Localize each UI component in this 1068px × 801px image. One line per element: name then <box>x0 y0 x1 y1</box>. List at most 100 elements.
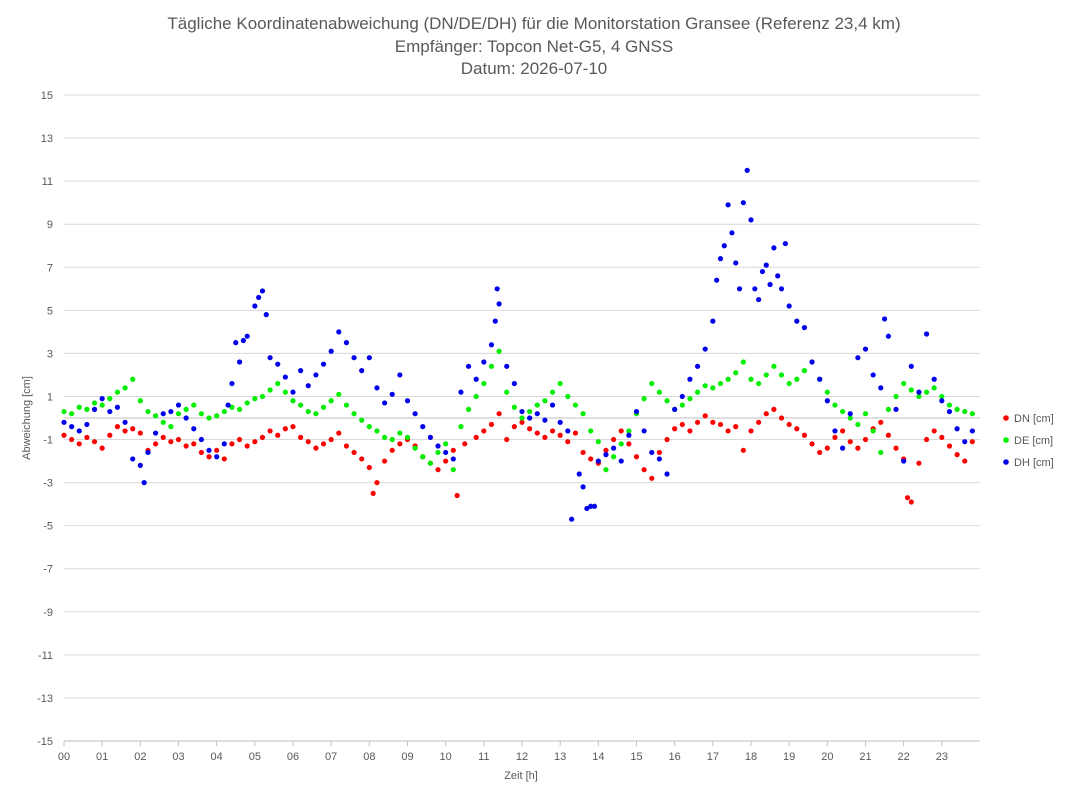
data-point <box>427 460 433 466</box>
data-point <box>801 368 808 374</box>
data-point <box>603 447 609 453</box>
data-point <box>359 456 365 462</box>
data-point <box>496 301 502 307</box>
data-point <box>603 467 609 473</box>
data-point <box>130 376 136 382</box>
y-tick-label: 3 <box>47 348 53 360</box>
data-point <box>786 380 792 387</box>
data-point <box>633 454 640 460</box>
data-point <box>557 419 563 425</box>
data-point <box>656 456 663 462</box>
data-point <box>488 421 495 428</box>
data-point <box>382 458 388 464</box>
data-point <box>580 411 586 417</box>
data-point <box>534 402 540 408</box>
data-point <box>206 415 212 421</box>
data-point <box>969 411 975 417</box>
data-point <box>572 402 579 408</box>
data-point <box>786 303 792 309</box>
data-point <box>168 439 174 445</box>
y-tick-label: 9 <box>47 219 53 231</box>
data-point <box>702 413 708 419</box>
x-tick-label: 00 <box>58 751 70 763</box>
data-point <box>908 363 914 369</box>
data-point <box>626 428 632 434</box>
data-point <box>462 441 468 447</box>
data-point <box>191 426 197 432</box>
data-point <box>672 426 678 432</box>
data-point <box>840 445 846 451</box>
data-point <box>145 449 151 456</box>
data-point <box>801 324 808 331</box>
data-point <box>473 434 479 440</box>
x-tick-label: 13 <box>554 751 566 763</box>
data-point <box>454 492 460 499</box>
data-point <box>114 404 121 410</box>
x-tick-label: 06 <box>287 751 299 763</box>
data-point <box>534 411 540 417</box>
data-point <box>343 443 350 449</box>
legend: DN [cm] DE [cm] DH [cm] <box>1003 413 1054 469</box>
data-point <box>511 380 517 387</box>
data-point <box>69 436 75 443</box>
data-point <box>61 408 67 415</box>
data-point <box>641 396 647 402</box>
data-point <box>267 428 273 434</box>
data-point <box>641 467 647 473</box>
x-tick-label: 07 <box>325 751 337 763</box>
y-tick-label: -7 <box>43 564 53 576</box>
data-point <box>225 402 231 408</box>
data-point <box>366 424 372 430</box>
data-point <box>569 516 575 522</box>
data-point <box>633 408 640 415</box>
data-point <box>84 421 90 428</box>
x-tick-label: 16 <box>669 751 681 763</box>
data-point <box>336 430 342 436</box>
data-point <box>351 449 357 456</box>
data-point <box>733 370 739 376</box>
x-tick-label: 04 <box>211 751 223 763</box>
x-tick-label: 20 <box>821 751 833 763</box>
data-point <box>450 467 456 473</box>
data-point <box>114 389 121 395</box>
chart-title-line-1: Tägliche Koordinatenabweichung (DN/DE/DH… <box>167 14 900 33</box>
data-point <box>862 436 869 443</box>
data-point <box>923 389 930 395</box>
data-point <box>756 419 762 425</box>
data-point <box>664 398 670 404</box>
x-axis-ticks: 00 01 02 03 04 05 06 07 08 09 10 11 12 13 14 15 16 17 18 19… <box>58 740 980 763</box>
data-point <box>519 415 525 421</box>
data-point <box>656 449 663 456</box>
x-tick-label: 08 <box>363 751 375 763</box>
data-point <box>527 408 533 415</box>
data-point <box>847 439 853 445</box>
data-point <box>748 428 754 434</box>
data-point <box>84 434 90 440</box>
data-point <box>962 408 968 415</box>
y-tick-label: -5 <box>43 521 53 533</box>
data-point <box>901 380 907 387</box>
data-point <box>580 449 586 456</box>
data-point <box>954 452 960 458</box>
y-tick-label: 1 <box>47 391 53 403</box>
data-point <box>626 432 632 438</box>
data-point <box>397 372 403 378</box>
data-point <box>107 408 113 415</box>
data-point <box>328 398 334 404</box>
x-tick-label: 12 <box>516 751 528 763</box>
data-point <box>775 273 781 279</box>
data-point <box>206 447 212 453</box>
data-point <box>756 380 762 387</box>
data-point <box>881 316 888 322</box>
data-point <box>549 428 556 434</box>
data-point <box>496 411 502 417</box>
x-axis-title: Zeit [h] <box>504 770 538 782</box>
data-point <box>305 383 311 389</box>
data-point <box>76 404 82 410</box>
data-point <box>748 376 754 382</box>
data-point <box>565 428 571 434</box>
data-point <box>687 376 693 382</box>
data-point <box>885 432 892 438</box>
data-point <box>519 419 525 425</box>
